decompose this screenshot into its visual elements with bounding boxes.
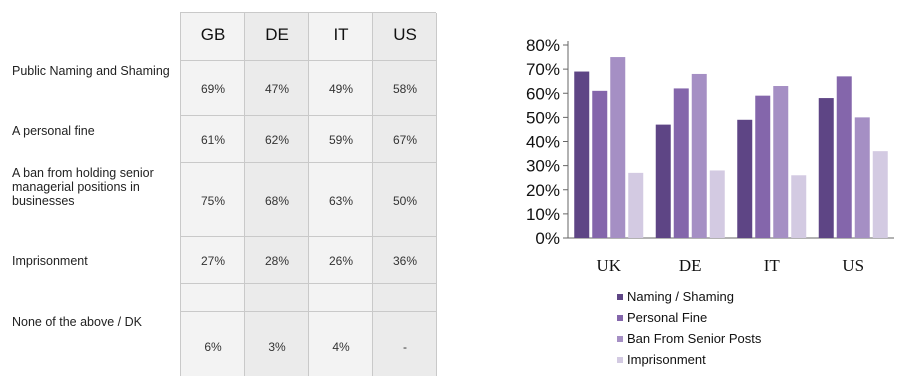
y-tick-label: 30% — [526, 157, 560, 176]
row-divider — [181, 162, 436, 163]
table-cell: 47% — [264, 82, 290, 96]
y-tick-label: 0% — [535, 229, 560, 248]
y-tick-label: 10% — [526, 205, 560, 224]
row-label-naming: Public Naming and Shaming — [12, 64, 170, 78]
bar — [791, 175, 807, 238]
legend-swatch — [617, 356, 623, 363]
table-cell: 58% — [392, 82, 418, 96]
column-header-gb: GB — [200, 25, 226, 44]
bar — [836, 76, 852, 238]
bar — [818, 98, 834, 238]
legend-item: Ban From Senior Posts — [617, 328, 761, 349]
table-cell: 69% — [200, 82, 226, 96]
row-label-ban: A ban from holding senior managerial pos… — [12, 166, 154, 208]
bar — [592, 90, 608, 239]
bar — [655, 124, 671, 238]
bar — [574, 71, 590, 238]
table-cell: 3% — [268, 340, 286, 354]
table-cell: 49% — [328, 82, 354, 96]
table-cell: 63% — [328, 194, 354, 208]
column-shade — [309, 13, 373, 376]
table-cell: 28% — [264, 254, 290, 268]
y-tick-label: 60% — [526, 84, 560, 103]
table-cell: 6% — [204, 340, 222, 354]
table-cell: 36% — [392, 254, 418, 268]
legend-item: Personal Fine — [617, 307, 761, 328]
bar — [628, 172, 644, 238]
y-tick-label: 80% — [526, 36, 560, 55]
y-tick-label: 70% — [526, 60, 560, 79]
legend-item: Naming / Shaming — [617, 286, 761, 307]
column-header-us: US — [393, 25, 417, 44]
row-label-imprisonment: Imprisonment — [12, 254, 88, 268]
bar — [691, 73, 707, 238]
table-cell: 59% — [328, 133, 354, 147]
y-tick-label: 20% — [526, 181, 560, 200]
table-cell: - — [403, 340, 407, 354]
column-shade — [373, 13, 437, 376]
column-shade — [245, 13, 309, 376]
row-divider — [181, 236, 436, 237]
y-tick-label: 40% — [526, 133, 560, 152]
table-cell: 50% — [392, 194, 418, 208]
row-divider — [181, 283, 436, 284]
column-divider — [436, 13, 437, 376]
x-tick-label: IT — [764, 256, 781, 275]
row-label-fine: A personal fine — [12, 124, 95, 138]
x-tick-label: UK — [596, 256, 621, 275]
bar — [773, 86, 789, 238]
legend-label: Personal Fine — [627, 310, 708, 325]
legend-swatch — [617, 314, 623, 321]
table-cell: 62% — [264, 133, 290, 147]
row-divider — [181, 311, 436, 312]
table-cell: 67% — [392, 133, 418, 147]
column-header-it: IT — [333, 25, 349, 44]
chart-legend: Naming / Shaming Personal Fine Ban From … — [617, 286, 761, 370]
bar — [709, 170, 725, 238]
column-divider — [372, 13, 373, 376]
results-table: GB DE IT US 69% 47% 49% 58% 61% 62% 59% … — [180, 12, 437, 376]
legend-swatch — [617, 335, 623, 342]
row-label-none: None of the above / DK — [12, 315, 142, 329]
table-cell: 27% — [200, 254, 226, 268]
bar — [755, 95, 771, 238]
table-cell: 61% — [200, 133, 226, 147]
bar — [854, 117, 870, 238]
row-divider — [181, 60, 436, 61]
legend-label: Imprisonment — [627, 352, 706, 367]
column-divider — [244, 13, 245, 376]
y-tick-label: 50% — [526, 108, 560, 127]
row-divider — [181, 115, 436, 116]
column-shade — [181, 13, 245, 376]
bar — [610, 57, 626, 238]
legend-swatch — [617, 293, 623, 300]
bar — [872, 151, 888, 238]
table-cell: 75% — [200, 194, 226, 208]
table-cell: 26% — [328, 254, 354, 268]
x-tick-label: US — [842, 256, 864, 275]
table-cell: 68% — [264, 194, 290, 208]
column-header-de: DE — [265, 25, 289, 44]
x-tick-label: DE — [679, 256, 702, 275]
bar-chart: 0% 10% 20% 30% 40% 50% 60% 70% 80% UK DE IT US — [526, 36, 894, 275]
bar — [737, 119, 753, 238]
table-cell: 4% — [332, 340, 350, 354]
legend-label: Naming / Shaming — [627, 289, 734, 304]
bar — [673, 88, 689, 238]
column-divider — [308, 13, 309, 376]
legend-label: Ban From Senior Posts — [627, 331, 762, 346]
legend-item: Imprisonment — [617, 349, 761, 370]
